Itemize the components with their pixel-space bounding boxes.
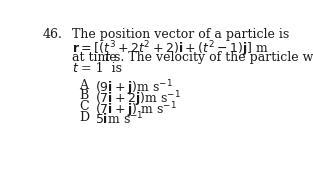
Text: A: A bbox=[80, 79, 89, 92]
Text: D: D bbox=[80, 111, 90, 124]
Text: $t$: $t$ bbox=[72, 62, 79, 75]
Text: $(7\mathbf{i} + 2\mathbf{j})$m s$^{-1}$: $(7\mathbf{i} + 2\mathbf{j})$m s$^{-1}$ bbox=[95, 89, 181, 109]
Text: $t$: $t$ bbox=[104, 51, 111, 64]
Text: $(7\mathbf{i} + \mathbf{j})$ m s$^{-1}$: $(7\mathbf{i} + \mathbf{j})$ m s$^{-1}$ bbox=[95, 100, 177, 120]
Text: $5\mathbf{i}$m s$^{-1}$: $5\mathbf{i}$m s$^{-1}$ bbox=[95, 111, 144, 128]
Text: s. The velocity of the particle when: s. The velocity of the particle when bbox=[110, 51, 313, 64]
Text: B: B bbox=[80, 89, 89, 102]
Text: 46.: 46. bbox=[43, 28, 63, 41]
Text: C: C bbox=[80, 100, 89, 113]
Text: = 1  is: = 1 is bbox=[77, 62, 122, 75]
Text: $\mathbf{r} = [(t^3 + 2t^2 + 2)\mathbf{i} + (t^2 - 1)\mathbf{j}]$ m: $\mathbf{r} = [(t^3 + 2t^2 + 2)\mathbf{i… bbox=[72, 39, 269, 59]
Text: at time: at time bbox=[72, 51, 120, 64]
Text: The position vector of a particle is: The position vector of a particle is bbox=[72, 28, 289, 41]
Text: $(9\mathbf{i} + \mathbf{j})$m s$^{-1}$: $(9\mathbf{i} + \mathbf{j})$m s$^{-1}$ bbox=[95, 79, 173, 98]
